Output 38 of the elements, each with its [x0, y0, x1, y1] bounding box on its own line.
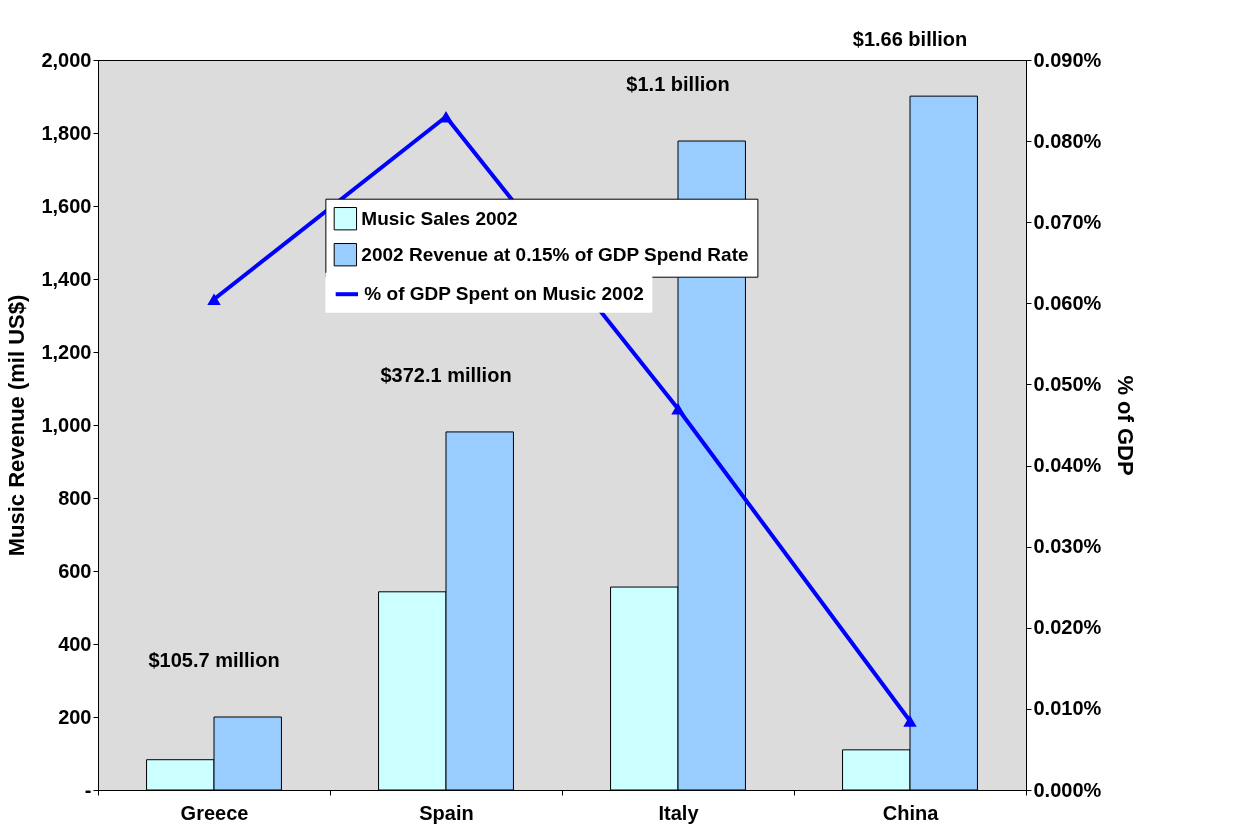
y-tick-label: 1,000 — [41, 413, 92, 436]
x-tick-label: Italy — [658, 801, 700, 824]
annotation: $1.1 billion — [626, 73, 730, 96]
y-tick-label: - — [84, 778, 92, 801]
y2-tick-label: 0.000% — [1033, 778, 1102, 801]
legend-label: Music Sales 2002 — [361, 207, 518, 229]
x-tick-label: Greece — [180, 801, 249, 824]
text: $1.66 billion — [852, 28, 968, 51]
y-tick-label: 2,000 — [41, 48, 92, 71]
y2-tick-label: 0.050% — [1033, 372, 1102, 395]
y-tick-label: 1,400 — [41, 267, 92, 290]
point — [903, 715, 917, 727]
y2-tick-label: 0.030% — [1033, 535, 1102, 558]
point — [439, 110, 453, 123]
point — [207, 293, 221, 306]
legend-label: % of GDP Spent on Music 2002 — [364, 283, 644, 305]
x-tick-label: China — [882, 801, 940, 824]
point — [671, 402, 685, 415]
y2-tick-label: 0.010% — [1033, 697, 1102, 720]
y-tick-label: 1,600 — [41, 194, 92, 217]
y-tick-label: 600 — [58, 559, 92, 582]
y-tick-label: 400 — [58, 632, 92, 655]
y-tick-label: 1,200 — [41, 340, 92, 363]
legend-label: 2002 Revenue at 0.15% of GDP Spend Rate — [361, 243, 749, 265]
y2-tick-label: 0.040% — [1033, 454, 1102, 477]
y-tick-label: 200 — [58, 705, 92, 728]
y2-axis-title: % of GDP — [1113, 375, 1139, 476]
y2-tick-label: 0.060% — [1033, 291, 1102, 314]
y2-tick-label: 0.080% — [1033, 129, 1102, 152]
x-tick-label: Spain — [419, 801, 474, 824]
y-axis-title: Music Revenue (mil US$) — [4, 294, 30, 557]
annotation: $105.7 million — [148, 649, 280, 671]
annotation: $372.1 million — [380, 363, 512, 386]
y2-tick-label: 0.020% — [1033, 616, 1102, 639]
y2-tick-label: 0.090% — [1033, 48, 1102, 71]
y2-tick-label: 0.070% — [1033, 210, 1102, 233]
y-tick-label: 800 — [58, 486, 92, 509]
y-tick-label: 1,800 — [41, 121, 92, 144]
